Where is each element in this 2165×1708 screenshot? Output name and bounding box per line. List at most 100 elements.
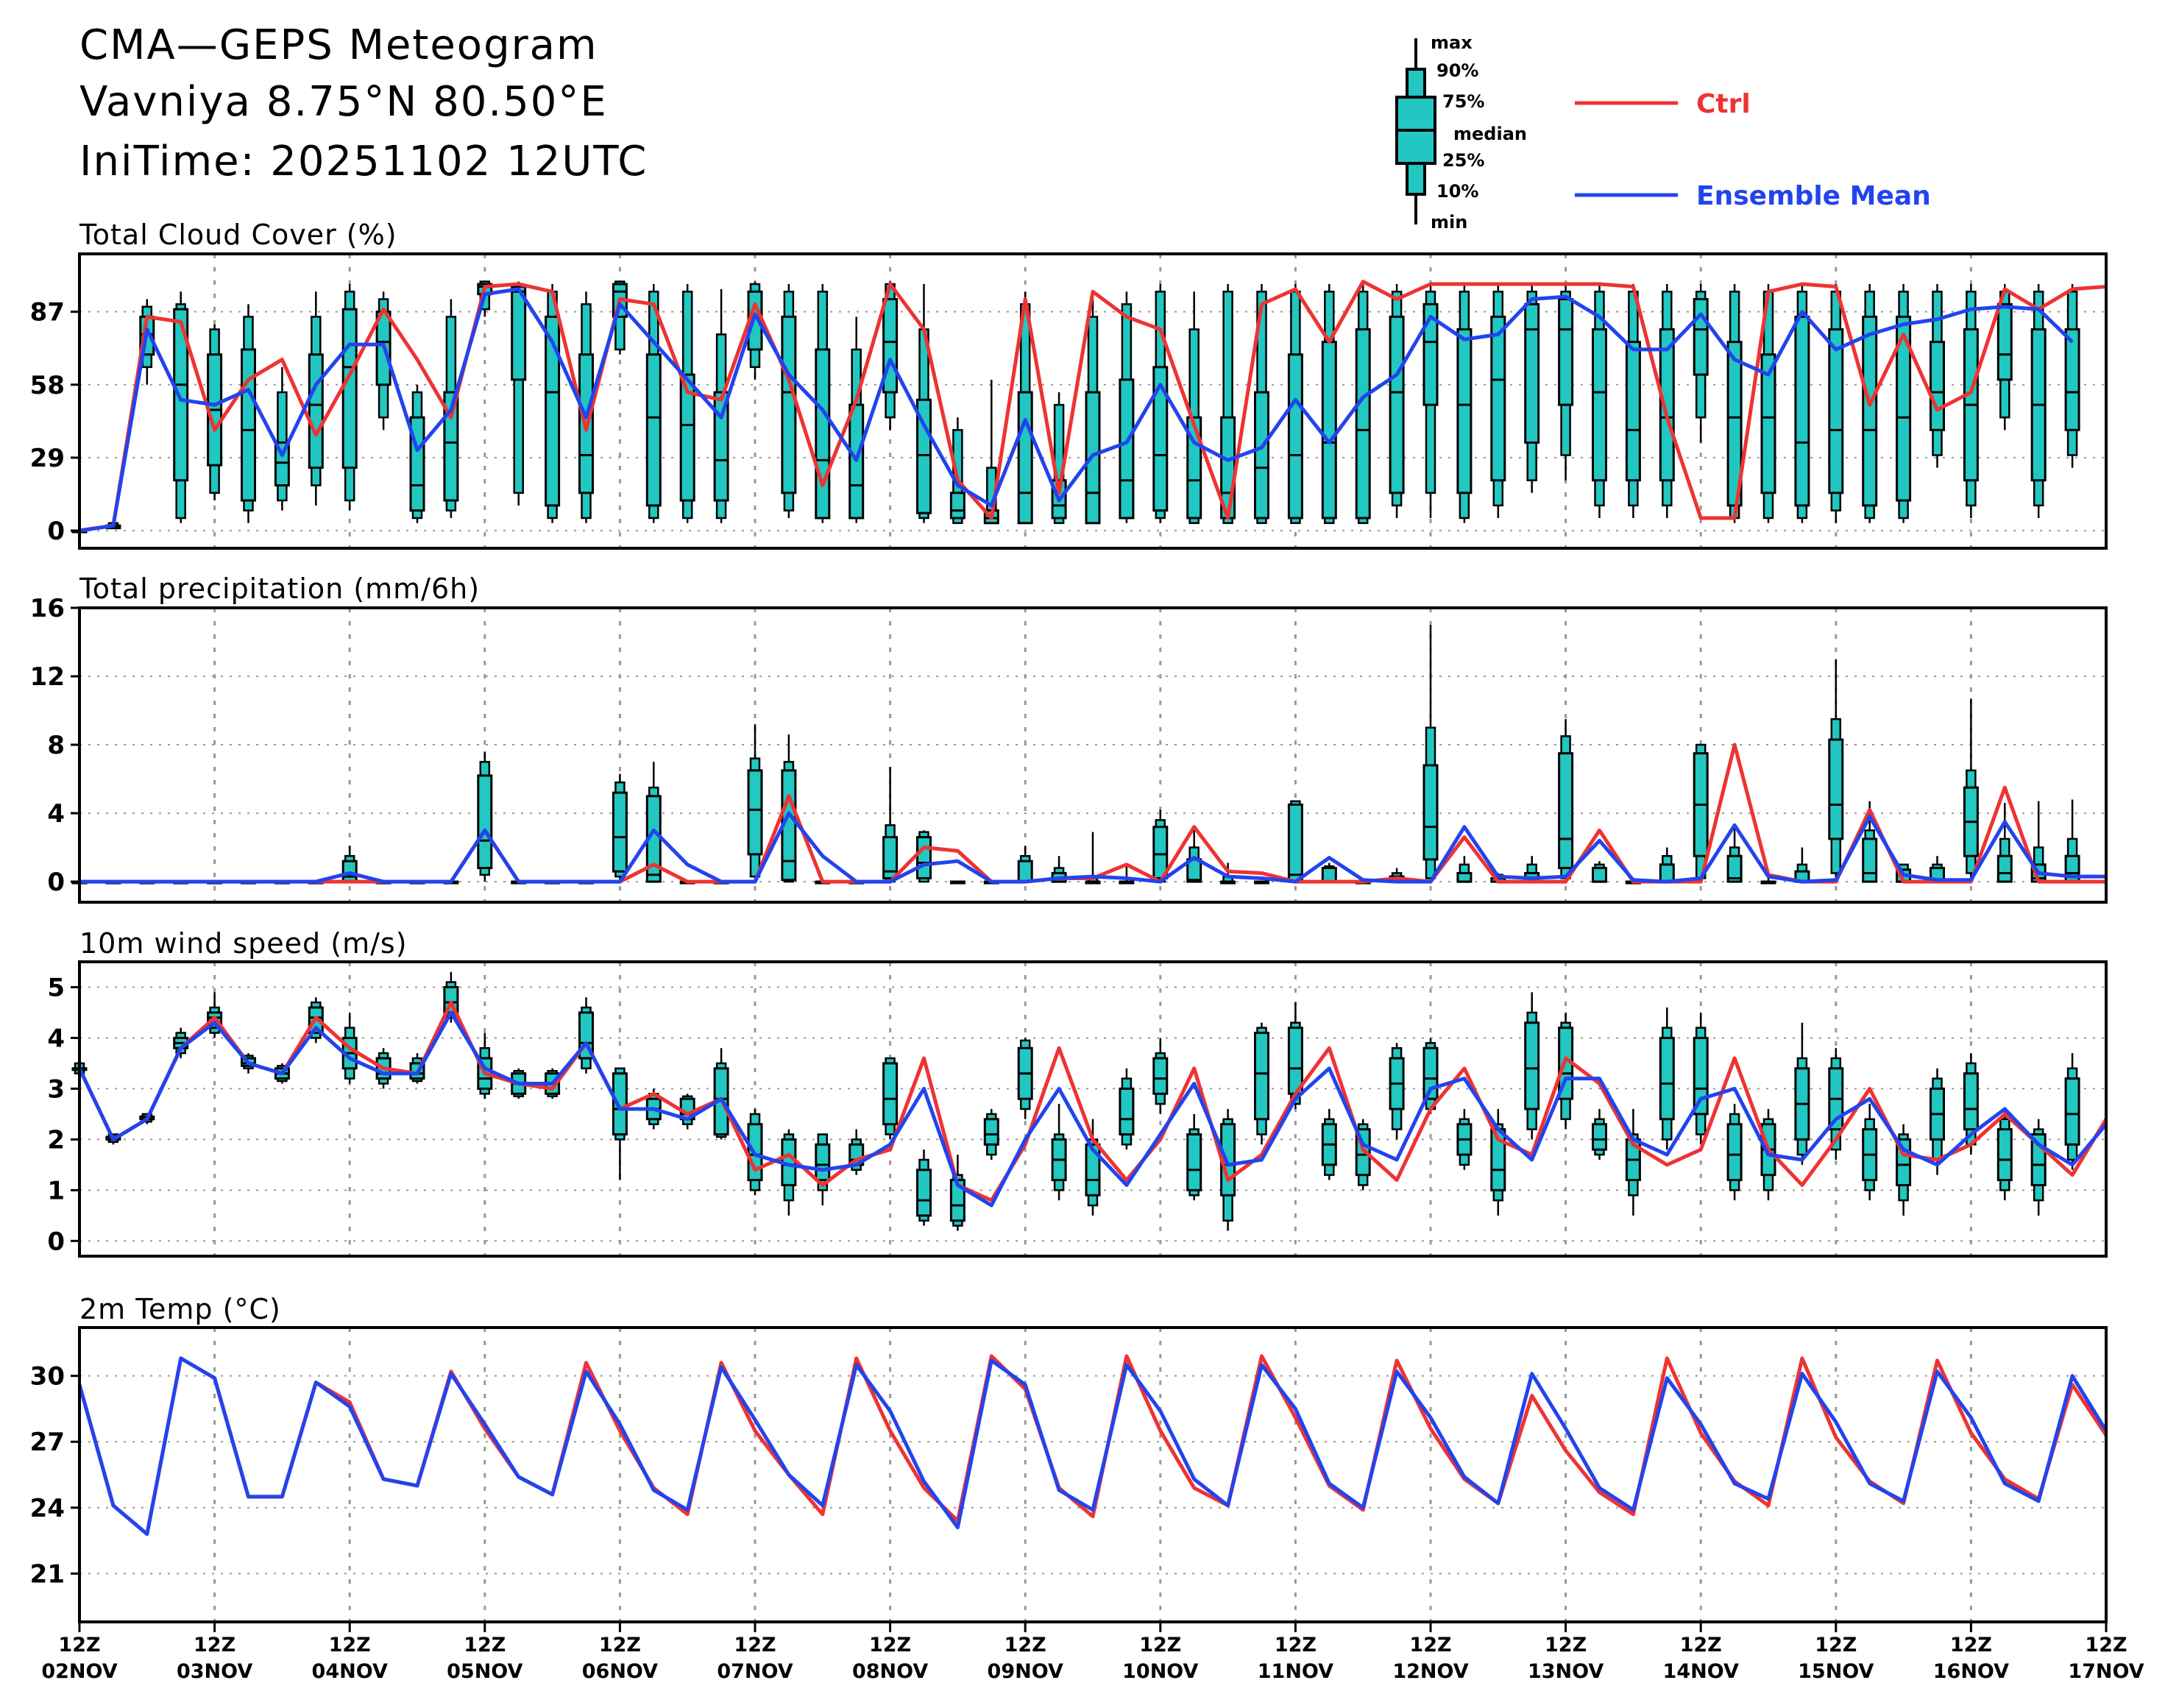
- ensemble-box: [1760, 873, 1776, 885]
- y-tick-label: 30: [30, 1362, 65, 1392]
- ensemble-box: [1017, 846, 1033, 883]
- ensemble-box: [241, 304, 256, 523]
- box-25-75: [882, 836, 899, 879]
- box-25-75: [2064, 1077, 2080, 1146]
- ensemble-box: [882, 1057, 899, 1140]
- ensemble-box: [1794, 1022, 1810, 1165]
- ensemble-box: [1456, 1109, 1473, 1170]
- box-25-75: [1254, 391, 1269, 520]
- box-25-75: [308, 353, 324, 469]
- box-25-75: [1085, 1143, 1101, 1197]
- box-25-75: [1422, 764, 1439, 861]
- temperature-panel: 21 24 27 30: [30, 1326, 2108, 1623]
- ensemble-box: [916, 284, 932, 523]
- ensemble-box: [1828, 659, 1844, 882]
- box-25-75: [747, 769, 763, 856]
- ensemble-box: [1592, 284, 1607, 518]
- precip-panel-title: Total precipitation (mm/6h): [79, 573, 480, 605]
- ensemble-box: [1051, 1104, 1067, 1201]
- x-tick-date: 09NOV: [988, 1660, 1063, 1683]
- ensemble-box: [1389, 1043, 1405, 1140]
- x-tick-date: 02NOV: [41, 1660, 117, 1683]
- ensemble-box: [1963, 284, 1979, 518]
- legend-p75: 75%: [1442, 91, 1484, 112]
- y-tick-label: 2: [47, 1125, 65, 1155]
- ensemble-box: [274, 366, 290, 511]
- ensemble-box: [1152, 284, 1169, 523]
- wind-speed-panel: 0 1 2 3 4 5: [47, 960, 2108, 1258]
- ensemble-mean-line: [79, 287, 2074, 533]
- ensemble-box: [612, 773, 628, 882]
- y-tick-label: 1: [47, 1176, 65, 1205]
- box-25-75: [1794, 315, 1810, 507]
- ensemble-box: [1422, 284, 1439, 518]
- box-25-75: [1592, 866, 1607, 883]
- legend-max: max: [1431, 32, 1473, 53]
- box-25-75: [1389, 315, 1405, 495]
- panel-frame: [78, 960, 2108, 1258]
- box-25-75: [1625, 341, 1641, 482]
- x-tick-hour: 12Z: [1815, 1634, 1857, 1656]
- x-tick-date: 10NOV: [1122, 1660, 1198, 1683]
- ensemble-box: [375, 291, 391, 430]
- box-25-75: [1422, 302, 1439, 406]
- ensemble-box: [1085, 299, 1101, 525]
- cloud-cover-panel: 0 29 58 87: [30, 252, 2108, 550]
- ensemble-box: [1152, 809, 1169, 883]
- x-tick-hour: 12Z: [1680, 1634, 1722, 1656]
- box-25-75: [1930, 341, 1945, 431]
- ensemble-box: [882, 767, 899, 883]
- box-25-75: [1456, 328, 1473, 495]
- box-25-75: [1996, 1128, 2013, 1182]
- y-tick-label: 3: [47, 1074, 65, 1104]
- x-tick-hour: 12Z: [464, 1634, 506, 1656]
- x-tick-hour: 12Z: [329, 1634, 371, 1656]
- y-tick-label: 87: [30, 298, 65, 327]
- x-tick-date: 11NOV: [1258, 1660, 1333, 1683]
- box-25-75: [1524, 302, 1540, 444]
- x-tick-date: 05NOV: [447, 1660, 522, 1683]
- box-25-75: [1996, 302, 2013, 381]
- box-25-75: [1760, 353, 1776, 495]
- ensemble-box: [1355, 284, 1371, 525]
- box-25-75: [612, 1072, 628, 1135]
- ensemble-box: [1828, 284, 1844, 523]
- y-tick-label: 29: [30, 444, 65, 473]
- ensemble-box: [1659, 1007, 1675, 1150]
- chart-title: CMA—GEPS Meteogram: [79, 21, 598, 69]
- box-25-75: [477, 774, 493, 869]
- ensemble-box: [207, 324, 223, 501]
- ensemble-box: [747, 724, 763, 882]
- precipitation-panel: 0 4 8 12 16: [30, 594, 2108, 904]
- box-25-75: [274, 441, 290, 487]
- box-25-75: [1456, 871, 1473, 883]
- box-25-75: [1186, 1133, 1202, 1191]
- x-tick-hour: 12Z: [1004, 1634, 1046, 1656]
- ensemble-box: [848, 316, 865, 523]
- y-tick-label: 16: [30, 594, 65, 623]
- box-25-75: [916, 1169, 932, 1217]
- box-25-75: [1659, 863, 1675, 883]
- ensemble-box: [1456, 856, 1473, 883]
- ensemble-box: [1862, 801, 1878, 883]
- ensemble-box: [578, 997, 594, 1074]
- box-25-75: [1558, 752, 1574, 869]
- init-time-label: IniTime: 20251102 12UTC: [79, 138, 648, 185]
- ensemble-box: [341, 846, 358, 883]
- ensemble-box: [1254, 284, 1269, 525]
- ensemble-box: [1760, 284, 1776, 523]
- x-tick-date: 15NOV: [1798, 1660, 1874, 1683]
- box-25-75: [1996, 854, 2013, 883]
- box-25-75: [1592, 328, 1607, 482]
- legend-min: min: [1431, 212, 1467, 233]
- ctrl-line: [79, 280, 2107, 533]
- ensemble-mean-line: [77, 1010, 2108, 1208]
- ensemble-box: [848, 1129, 865, 1175]
- temp-panel-title: 2m Temp (°C): [79, 1293, 281, 1325]
- box-25-75: [781, 315, 797, 495]
- x-tick-date: 12NOV: [1392, 1660, 1468, 1683]
- box-25-75: [1152, 826, 1169, 879]
- box-25-75: [1321, 866, 1337, 883]
- box-25-75: [679, 373, 695, 502]
